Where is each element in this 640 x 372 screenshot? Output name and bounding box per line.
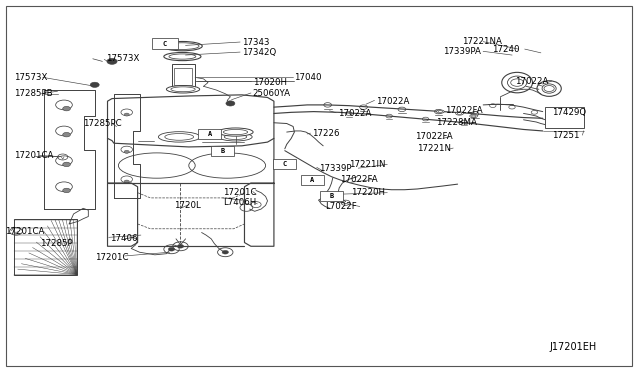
Text: 17343: 17343 <box>242 38 269 46</box>
Text: L7022F: L7022F <box>325 202 357 211</box>
Ellipse shape <box>219 133 252 141</box>
Ellipse shape <box>436 110 444 113</box>
Circle shape <box>63 106 70 111</box>
Text: 17342Q: 17342Q <box>242 48 276 57</box>
Text: 17251: 17251 <box>552 131 579 140</box>
Text: C: C <box>283 161 287 167</box>
Text: A: A <box>310 177 314 183</box>
Text: 17240: 17240 <box>492 45 519 54</box>
Text: 17285PB: 17285PB <box>14 89 52 98</box>
Bar <box>320 192 343 202</box>
Text: 17228MA: 17228MA <box>436 118 477 126</box>
Text: J17201EH: J17201EH <box>549 342 596 352</box>
Circle shape <box>124 150 129 153</box>
Text: B: B <box>221 148 225 154</box>
Ellipse shape <box>218 128 253 136</box>
Ellipse shape <box>163 42 202 51</box>
Text: 17022A: 17022A <box>515 77 548 86</box>
Text: 17201CA: 17201CA <box>14 151 54 160</box>
Text: 17285P: 17285P <box>40 239 72 248</box>
Bar <box>301 175 324 185</box>
Text: 17285PC: 17285PC <box>83 119 122 128</box>
Circle shape <box>177 244 184 248</box>
Text: 17406: 17406 <box>110 234 138 243</box>
Bar <box>152 38 178 49</box>
Circle shape <box>124 180 129 183</box>
Text: 17020H: 17020H <box>253 78 287 87</box>
Circle shape <box>121 176 132 183</box>
Text: 17022FA: 17022FA <box>415 132 452 141</box>
Text: 17221NA: 17221NA <box>462 37 502 46</box>
Text: 17022FA: 17022FA <box>340 175 378 184</box>
Circle shape <box>124 113 129 116</box>
Text: 17221N: 17221N <box>417 144 451 153</box>
Circle shape <box>226 101 235 106</box>
Text: C: C <box>163 41 167 47</box>
Bar <box>14 219 77 275</box>
Circle shape <box>121 109 132 116</box>
Text: B: B <box>330 193 333 199</box>
Circle shape <box>107 58 117 64</box>
Circle shape <box>56 126 72 136</box>
Circle shape <box>121 146 132 153</box>
Bar <box>273 159 296 169</box>
Text: 17429Q: 17429Q <box>552 108 586 117</box>
Text: 17201C: 17201C <box>95 253 128 262</box>
Text: 17022A: 17022A <box>338 109 371 118</box>
Text: L7406H: L7406H <box>223 198 256 207</box>
Text: A: A <box>208 131 212 137</box>
Text: 17201C: 17201C <box>223 188 256 197</box>
Circle shape <box>63 162 70 167</box>
Ellipse shape <box>164 52 201 61</box>
Text: 17221IN: 17221IN <box>349 160 385 169</box>
Bar <box>172 64 195 89</box>
Text: 17022A: 17022A <box>376 97 410 106</box>
Bar <box>174 68 192 85</box>
Bar <box>211 145 234 155</box>
Text: 17339P: 17339P <box>319 164 351 173</box>
Circle shape <box>63 188 70 193</box>
Text: 25060YA: 25060YA <box>253 89 291 98</box>
Text: 17220H: 17220H <box>351 188 385 197</box>
Ellipse shape <box>166 86 200 93</box>
Circle shape <box>63 132 70 137</box>
Text: 17201CA: 17201CA <box>5 227 45 236</box>
Text: 17573X: 17573X <box>106 54 139 63</box>
Bar <box>198 129 221 139</box>
Ellipse shape <box>470 115 477 118</box>
Circle shape <box>168 247 175 251</box>
Circle shape <box>90 82 99 87</box>
Text: 17022FA: 17022FA <box>445 106 483 115</box>
Text: 17040: 17040 <box>294 73 322 82</box>
Circle shape <box>330 195 333 198</box>
Circle shape <box>56 156 72 166</box>
Ellipse shape <box>456 112 463 115</box>
Bar <box>545 107 584 128</box>
Ellipse shape <box>159 132 200 142</box>
Circle shape <box>56 182 72 192</box>
Text: 17573X: 17573X <box>14 73 47 82</box>
Circle shape <box>222 250 228 254</box>
Text: 17226: 17226 <box>312 129 340 138</box>
Circle shape <box>56 100 72 110</box>
Text: 17339PA: 17339PA <box>443 47 481 56</box>
Text: 1720L: 1720L <box>174 201 201 210</box>
